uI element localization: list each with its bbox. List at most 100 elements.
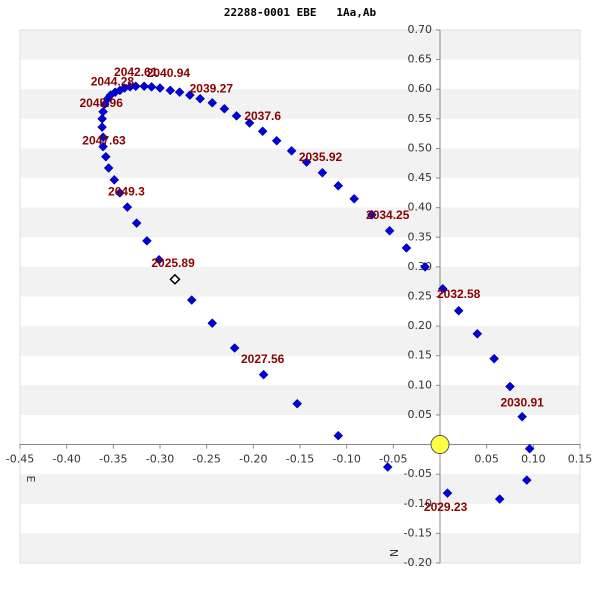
orbit-point [186,295,197,305]
epoch-label: 2039.27 [190,81,234,95]
direction-label: N [387,549,400,557]
epoch-label: 2049.3 [108,184,145,198]
orbit-point [185,90,195,100]
orbit-point [174,87,185,98]
orbit-point [101,151,111,162]
orbit-point [453,305,464,316]
orbit-point [115,188,125,198]
orbit-point [367,209,377,220]
chart-title: 22288-0001 EBE 1Aa,Ab [224,6,377,19]
direction-label: E [24,476,37,483]
y-tick-label: 0.20 [408,319,433,332]
orbit-point [257,126,268,137]
orbit-point [146,81,157,92]
orbit-point [131,218,142,228]
y-tick-label: 0.10 [408,378,433,391]
epoch-label: 2042.61 [114,65,158,79]
orbit-point [333,180,344,191]
epoch-label: 2045.96 [80,96,124,110]
orbit-point [155,83,165,93]
epoch-label: 2037.6 [244,109,281,123]
orbit-point [109,174,120,185]
orbit-point [286,145,297,156]
orbit-point [521,475,532,485]
x-tick-label: 0.05 [474,453,499,466]
epoch-label: 2029.23 [424,500,468,514]
epoch-label: 2030.91 [500,395,544,409]
x-tick-label: -0.40 [52,453,80,466]
x-tick-label: 0.15 [568,453,593,466]
orbit-point [292,398,303,409]
y-tick-label: 0.65 [408,53,433,66]
orbit-point [165,85,176,96]
orbit-point [384,225,395,236]
epoch-label: 2040.94 [147,66,191,80]
orbit-point [401,243,412,253]
orbit-point [103,163,114,173]
orbit-point [472,328,483,339]
x-tick-label: -0.10 [332,453,360,466]
orbit-point [271,135,282,146]
epoch-label: 2044.28 [91,74,135,88]
x-tick-label: -0.20 [239,453,267,466]
orbit-point [97,113,107,124]
orbit-point [207,97,218,108]
orbit-point [437,283,448,294]
orbit-point [258,369,269,380]
orbit-point [139,81,149,92]
y-tick-label: 0.05 [408,408,433,421]
y-tick-label: 0.60 [408,82,433,95]
epoch-label: 2032.58 [437,287,481,301]
grid-band [20,266,580,297]
grid-band [20,474,580,504]
y-tick-label: -0.10 [404,497,432,510]
epoch-label: 2034.25 [366,208,410,222]
plot-border [19,29,581,564]
y-tick-label: -0.05 [404,467,432,480]
orbit-point [489,353,499,364]
x-tick-label: -0.25 [192,453,220,466]
x-tick-label: -0.35 [99,453,127,466]
orbit-point [229,343,240,353]
orbit-point [207,318,218,329]
x-tick-label: -0.05 [379,453,407,466]
grid-band [20,385,580,415]
y-tick-label: 0.50 [408,141,433,154]
orbit-point [130,81,141,92]
y-tick-label: 0.25 [408,290,433,303]
orbit-point [301,157,312,167]
y-tick-label: -0.15 [404,526,432,539]
x-tick-label: -0.45 [6,453,34,466]
y-tick-label: 0.35 [408,230,433,243]
y-tick-label: 0.15 [408,349,433,362]
grid-band [20,326,580,356]
epoch-label: 2025.89 [151,256,195,270]
y-tick-label: 0.70 [408,23,433,36]
orbit-point [154,254,164,265]
grid-band [20,207,580,238]
orbit-point [98,132,108,143]
orbit-point [244,118,255,128]
orbit-point [494,494,505,504]
orbit-point [142,235,152,246]
x-tick-label: -0.15 [286,453,314,466]
orbit-point [505,381,515,392]
orbit-point [97,122,107,132]
orbit-point [382,462,393,472]
grid-band [20,148,580,179]
orbit-point [98,141,108,152]
epoch-label: 2047.63 [82,134,126,148]
orbit-point [517,411,527,422]
y-tick-label: -0.20 [404,556,432,569]
y-tick-label: 0.40 [408,201,433,214]
epoch-label: 2035.92 [299,150,343,164]
y-tick-label: 0.55 [408,112,433,125]
x-tick-label: 0.10 [521,453,546,466]
orbit-point [349,193,359,204]
epoch-label: 2027.56 [241,352,285,366]
orbit-point [219,103,230,114]
primary-star [430,435,450,455]
orbit-point [122,202,133,212]
y-tick-label: 0.45 [408,171,433,184]
